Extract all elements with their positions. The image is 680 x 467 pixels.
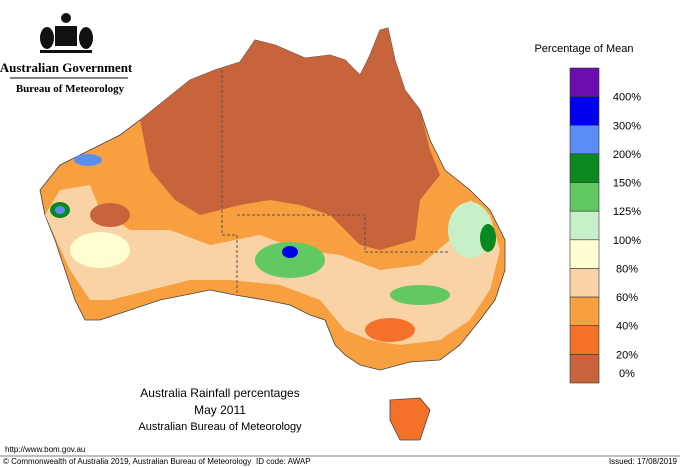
tasmania bbox=[389, 397, 431, 441]
legend-label: 400% bbox=[613, 92, 641, 104]
legend-swatch bbox=[569, 354, 600, 384]
legend-swatch bbox=[569, 210, 600, 241]
wet-patch bbox=[55, 206, 65, 214]
legend-label: 200% bbox=[613, 149, 641, 161]
crest bbox=[40, 13, 93, 53]
star bbox=[61, 13, 71, 23]
legend-swatch bbox=[569, 296, 600, 327]
title-line: Australian Bureau of Meteorology bbox=[138, 421, 302, 433]
shield bbox=[55, 26, 77, 46]
dry-patch bbox=[365, 318, 415, 342]
government-name: Australian Government bbox=[0, 60, 133, 75]
title-line: Australia Rainfall percentages bbox=[140, 386, 299, 400]
footer-url: http://www.bom.gov.au bbox=[5, 445, 85, 454]
legend-label: 300% bbox=[613, 120, 641, 132]
footer-issued: Issued: 17/08/2019 bbox=[609, 457, 678, 466]
legend-swatch bbox=[569, 96, 600, 126]
legend-swatch bbox=[569, 239, 600, 269]
title-line: May 2011 bbox=[194, 403, 246, 417]
wet-patch bbox=[70, 232, 130, 268]
legend-label: 0% bbox=[619, 368, 635, 380]
legend-swatch bbox=[569, 182, 600, 212]
legend-label: 80% bbox=[616, 263, 638, 275]
state-border bbox=[221, 70, 238, 295]
dry-north bbox=[140, 28, 440, 250]
legend-label: 40% bbox=[616, 321, 638, 333]
emu bbox=[79, 27, 93, 49]
legend: 400% 300% 200% 150% 125% 100% 80% 60% 40% 20% 0% bbox=[569, 67, 641, 384]
scroll bbox=[40, 50, 92, 53]
wet-patch bbox=[74, 154, 102, 166]
legend-swatch bbox=[569, 124, 600, 155]
legend-label: 20% bbox=[616, 349, 638, 361]
wet-patch bbox=[255, 242, 325, 278]
legend-swatch bbox=[569, 153, 600, 183]
legend-label: 125% bbox=[613, 206, 641, 218]
agency-name: Bureau of Meteorology bbox=[16, 83, 125, 95]
wet-patch bbox=[282, 246, 298, 258]
footer-id: ID code: AWAP bbox=[256, 457, 311, 466]
legend-label: 60% bbox=[616, 292, 638, 304]
footer-copyright: © Commonwealth of Australia 2019, Austra… bbox=[3, 457, 251, 466]
legend-title: Percentage of Mean bbox=[534, 43, 633, 55]
legend-swatch bbox=[569, 325, 600, 355]
legend-swatch bbox=[569, 67, 600, 97]
legend-label: 100% bbox=[613, 235, 641, 247]
kangaroo bbox=[40, 27, 54, 49]
wet-patch bbox=[390, 285, 450, 305]
legend-swatch bbox=[569, 268, 600, 298]
australia-map bbox=[39, 27, 506, 441]
state-border bbox=[237, 214, 366, 252]
wet-patch bbox=[480, 224, 496, 252]
dry-patch bbox=[90, 203, 130, 227]
legend-label: 150% bbox=[613, 178, 641, 190]
